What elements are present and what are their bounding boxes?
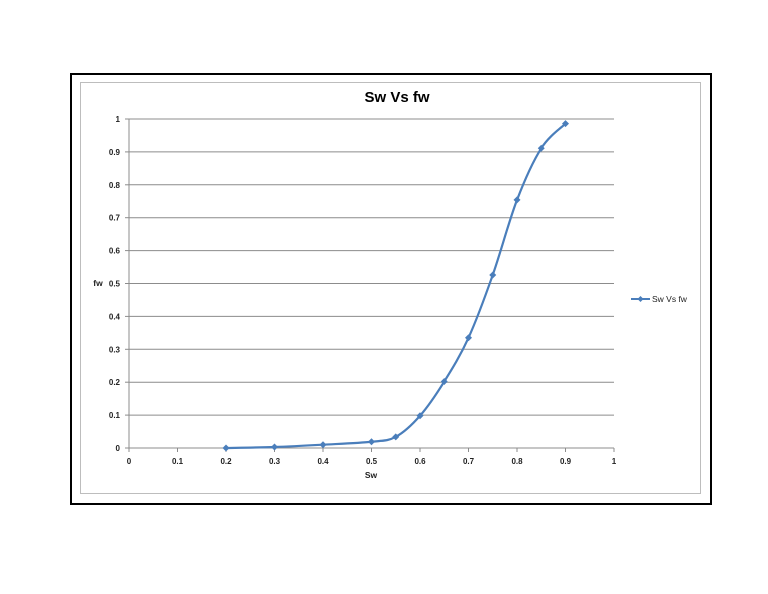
x-axis-label: Sw [365,470,378,480]
y-tick-label: 0.8 [109,181,121,190]
x-tick-label: 0.3 [269,457,281,466]
data-point [392,433,400,441]
data-point [222,444,230,452]
page-frame [70,73,712,505]
x-tick-label: 1 [612,457,617,466]
data-point [440,378,448,386]
legend: Sw Vs fw [631,294,688,304]
x-tick-label: 0.5 [366,457,378,466]
data-point [465,334,472,342]
y-tick-label: 0.3 [109,345,121,354]
y-tick-label: 0 [116,444,121,453]
data-point [271,443,278,451]
x-tick-label: 0.6 [414,457,426,466]
chart-title: Sw Vs fw [364,89,429,106]
y-tick-label: 0.4 [109,312,121,321]
data-point [489,271,497,279]
legend-marker [637,296,644,302]
data-point [513,196,521,204]
data-point [416,412,424,420]
y-tick-label: 0.1 [109,411,121,420]
data-point [562,120,569,128]
data-point [319,441,327,449]
x-tick-label: 0.4 [317,457,329,466]
y-tick-label: 0.7 [109,214,121,223]
y-tick-label: 0.2 [109,378,121,387]
series-line [225,122,567,450]
chart-area [80,82,701,494]
x-tick-label: 0.1 [172,457,184,466]
x-tick-label: 0.9 [560,457,572,466]
x-tick-label: 0.8 [511,457,523,466]
legend-label: Sw Vs fw [652,294,688,304]
x-tick-label: 0.2 [220,457,232,466]
y-tick-label: 0.6 [109,247,121,256]
y-tick-label: 0.9 [109,148,121,157]
data-point [368,438,375,446]
x-tick-label: 0.7 [463,457,475,466]
x-tick-label: 0 [127,457,132,466]
y-tick-label: 1 [116,115,121,124]
y-axis-label: fw [93,278,103,288]
data-point [537,144,545,152]
y-tick-label: 0.5 [109,280,121,289]
